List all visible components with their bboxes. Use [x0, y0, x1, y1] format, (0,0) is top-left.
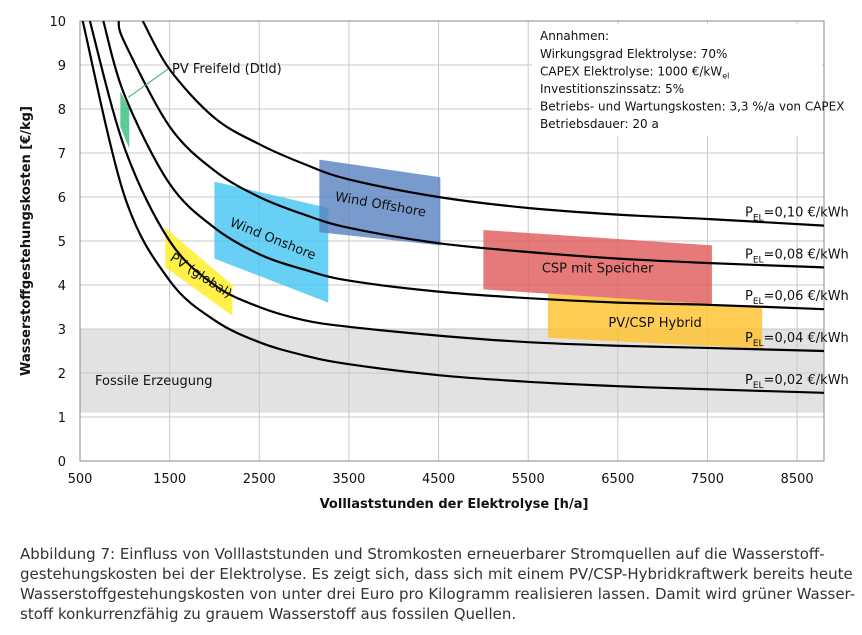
y-tick-label: 10 [49, 15, 66, 30]
region-label: CSP mit Speicher [542, 261, 654, 276]
curve [102, 21, 824, 311]
assumption: CAPEX Elektrolyse: 1000 €/kWel [540, 65, 729, 81]
legend-rest: =0,08 €/kWh [764, 247, 849, 262]
region [120, 91, 130, 149]
y-tick-label: 8 [58, 103, 66, 118]
y-axis-label: Wasserstoffgestehungskosten [€/kg] [19, 106, 34, 376]
assumption-text: Betriebsdauer: 20 a [540, 117, 659, 131]
y-tick-label: 9 [58, 59, 66, 74]
legend-label: PEL=0,02 €/kWh [745, 373, 849, 391]
legend-p: P [745, 247, 753, 262]
legend-rest: =0,10 €/kWh [764, 206, 849, 221]
y-tick-label: 3 [58, 323, 66, 338]
region-label: PV Freifeld (Dtld) [172, 62, 282, 77]
legend-rest: =0,02 €/kWh [764, 373, 849, 388]
x-tick-label: 4500 [422, 472, 455, 487]
assumptions-title: Annahmen: [540, 29, 609, 43]
caption: Abbildung 7: Einfluss von Volllaststunde… [20, 544, 856, 624]
legend-sub: EL [753, 381, 764, 391]
curve [88, 21, 824, 353]
x-tick-label: 7500 [691, 472, 724, 487]
assumption-text: CAPEX Elektrolyse: 1000 €/kW [540, 65, 722, 79]
chart: Volllaststunden der Elektrolyse [h/a] Wa… [19, 15, 849, 512]
x-tick-label: 2500 [243, 472, 276, 487]
legend-label: PEL=0,04 €/kWh [745, 331, 849, 349]
region [80, 329, 824, 413]
x-tick-label: 500 [68, 472, 93, 487]
assumption-text: Betriebs- und Wartungskosten: 3,3 %/a vo… [540, 100, 844, 114]
region [547, 293, 763, 349]
assumption: Betriebs- und Wartungskosten: 3,3 %/a vo… [540, 100, 844, 114]
legend-rest: =0,06 €/kWh [764, 289, 849, 304]
plot-border [79, 20, 825, 462]
curve [117, 21, 824, 269]
caption-line: Wasserstoffgestehungskosten von unter dr… [20, 585, 856, 603]
y-tick-label: 0 [58, 455, 66, 470]
region-label: PV/CSP Hybrid [608, 316, 701, 331]
caption-line: Abbildung 7: Einfluss von Volllaststunde… [20, 545, 825, 563]
legend-sub: EL [753, 214, 764, 224]
y-tick-label: 7 [58, 147, 66, 162]
y-tick-label: 1 [58, 411, 66, 426]
region [319, 159, 441, 246]
x-tick-label: 3500 [332, 472, 365, 487]
legend-rest: =0,04 €/kWh [764, 331, 849, 346]
region [214, 181, 329, 303]
assumption-text: Investitionszinssatz: 5% [540, 82, 684, 96]
x-tick-label: 8500 [781, 472, 814, 487]
y-tick-label: 2 [58, 367, 66, 382]
legend-p: P [745, 289, 753, 304]
legend-p: P [745, 206, 753, 221]
assumption: Betriebsdauer: 20 a [540, 117, 659, 131]
x-tick-label: 5500 [512, 472, 545, 487]
assumption: Investitionszinssatz: 5% [540, 82, 684, 96]
legend-p: P [745, 331, 753, 346]
y-tick-label: 5 [58, 235, 66, 250]
caption-line: stoff konkurrenzfähig zu grauem Wasserst… [20, 605, 517, 623]
assumption-text: Wirkungsgrad Elektrolyse: 70% [540, 47, 727, 61]
region-label: Fossile Erzeugung [95, 374, 212, 389]
x-tick-label: 6500 [601, 472, 634, 487]
assumption: Wirkungsgrad Elektrolyse: 70% [540, 47, 727, 61]
legend-sub: EL [753, 255, 764, 265]
legend-p: P [745, 373, 753, 388]
legend-label: PEL=0,06 €/kWh [745, 289, 849, 307]
legend-sub: EL [753, 297, 764, 307]
x-tick-label: 1500 [153, 472, 186, 487]
curve [141, 21, 824, 227]
leader-line [128, 68, 169, 98]
curve [81, 21, 824, 394]
x-axis-label: Volllaststunden der Elektrolyse [h/a] [320, 497, 589, 512]
assumptions-box [532, 24, 822, 136]
legend-label: PEL=0,08 €/kWh [745, 247, 849, 265]
y-tick-label: 4 [58, 279, 66, 294]
legend-sub: EL [753, 339, 764, 349]
legend-label: PEL=0,10 €/kWh [745, 206, 849, 224]
region [483, 230, 712, 305]
caption-line: gestehungskosten bei der Elektrolyse. Es… [20, 565, 853, 583]
y-tick-label: 6 [58, 191, 66, 206]
assumption-sub: el [722, 72, 729, 81]
